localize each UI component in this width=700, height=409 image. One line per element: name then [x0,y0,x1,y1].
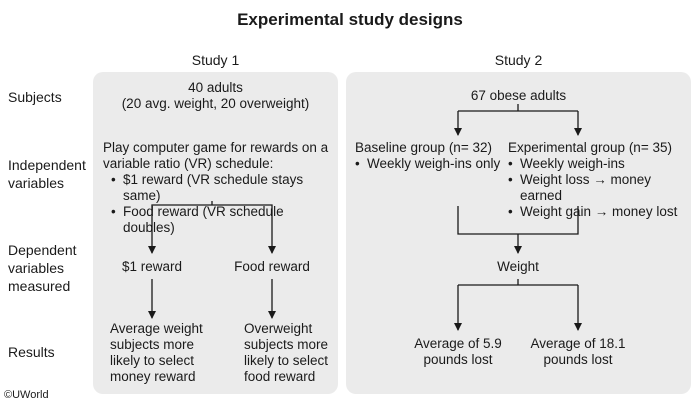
column-header-study1: Study 1 [191,52,240,68]
study2-dv-weight: Weight [497,259,539,274]
copyright-text: ©UWorld [4,389,49,401]
study1-iv-bullet: Food reward (VR schedule doubles) [111,204,335,236]
study1-independent-variables: Play computer game for rewards on a vari… [103,140,335,236]
study2-baseline-group: Baseline group (n= 32) Weekly weigh-ins … [355,140,505,172]
study1-iv-bullet: $1 reward (VR schedule stays same) [111,172,335,204]
study2-result-left: Average of 5.9 pounds lost [414,336,502,367]
study1-result-left: Average weight subjects more likely to s… [110,321,203,384]
study2-subjects: 67 obese adults [470,88,567,103]
column-header-study2: Study 2 [494,52,543,68]
study1-dv-dollar: $1 reward [121,259,183,274]
row-label-independent-variables: Independent variables [8,157,86,191]
study2-experimental-bullet: Weekly weigh-ins [508,156,690,172]
study2-experimental-bullet: Weight loss → money earned [508,172,690,204]
study1-result-right: Overweight subjects more likely to selec… [244,321,329,384]
study2-experimental-bullet: Weight gain → money lost [508,204,690,220]
row-label-results: Results [8,344,55,360]
study2-result-right: Average of 18.1 pounds lost [530,336,626,367]
diagram-title: Experimental study designs [237,10,463,29]
row-label-subjects: Subjects [8,89,62,105]
study2-baseline-bullet: Weekly weigh-ins only [355,156,505,172]
row-label-dependent-variables: Dependent variables measured [8,242,77,294]
study1-subjects: 40 adults (20 avg. weight, 20 overweight… [121,80,310,111]
study2-experimental-group: Experimental group (n= 35) Weekly weigh-… [508,140,690,220]
study2-panel [346,72,691,394]
study1-dv-food: Food reward [234,259,310,274]
